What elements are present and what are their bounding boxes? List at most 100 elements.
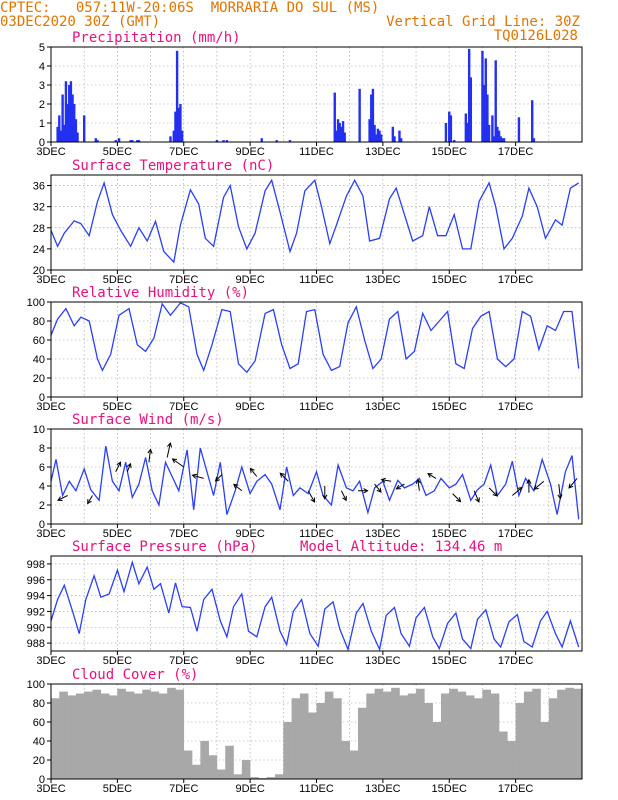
- precip-bar: [74, 119, 78, 142]
- y-tick-label: 6: [39, 462, 45, 474]
- precip-bar: [343, 132, 346, 142]
- wind-arrow: [126, 463, 131, 472]
- x-tick-label: 3DEC: [36, 146, 65, 158]
- x-tick-label: 7DEC: [169, 783, 198, 795]
- x-tick-label: 7DEC: [169, 528, 198, 540]
- precip-bar: [177, 107, 180, 142]
- wind-arrow: [473, 490, 480, 503]
- panel-annotation: Model Altitude: 134.46 m: [300, 539, 502, 555]
- wind-arrow: [511, 487, 523, 496]
- precip-bar: [453, 140, 456, 142]
- wind-arrow-head: [380, 477, 386, 483]
- y-tick-label: 60: [33, 717, 45, 729]
- cloud-bar: [366, 693, 375, 779]
- cloud-bar: [482, 689, 492, 779]
- cloud-bar: [374, 688, 384, 779]
- y-tick-label: 32: [33, 202, 45, 214]
- cloud-bar: [117, 688, 126, 779]
- precip-bar: [531, 100, 534, 142]
- cloud-bar: [233, 774, 243, 779]
- cloud-bar: [183, 750, 193, 779]
- x-tick-label: 11DEC: [299, 401, 334, 413]
- x-tick-label: 11DEC: [299, 146, 334, 158]
- wind-arrow-head: [279, 472, 285, 478]
- precip-bar: [399, 138, 403, 142]
- cloud-bar: [109, 695, 118, 779]
- cloud-bar: [316, 703, 326, 779]
- series-line: [50, 302, 580, 374]
- cloud-bar: [125, 691, 135, 779]
- cloud-bar: [51, 698, 60, 779]
- cloud-bar: [399, 695, 409, 779]
- cloud-bar: [540, 722, 550, 779]
- precip-bar: [375, 134, 378, 142]
- wind-arrow-head: [191, 473, 197, 479]
- y-tick-label: 0: [39, 392, 45, 404]
- x-tick-label: 9DEC: [235, 146, 264, 158]
- y-tick-label: 992: [27, 606, 45, 618]
- x-tick-label: 11DEC: [299, 274, 334, 286]
- precip-bar: [444, 123, 448, 142]
- cloud-bar: [341, 741, 350, 779]
- x-tick-label: 13DEC: [365, 783, 401, 795]
- x-tick-label: 3DEC: [36, 274, 65, 286]
- wind-arrow-head: [557, 494, 563, 500]
- cloud-bar: [474, 698, 483, 779]
- x-tick-label: 7DEC: [169, 146, 198, 158]
- panel-3: 0 2 4 6 8 10 3DEC 5DEC 7DEC 9DEC 11DEC 13DEC 15DEC 17…: [33, 412, 583, 540]
- x-tick-label: 17DEC: [498, 528, 534, 540]
- x-tick-label: 9DEC: [235, 274, 264, 286]
- wind-arrow: [340, 490, 347, 501]
- wind-arrow: [57, 495, 68, 501]
- x-tick-label: 15DEC: [432, 528, 468, 540]
- wind-arrow-head: [363, 488, 369, 494]
- precip-bar: [175, 50, 179, 142]
- y-tick-label: 100: [27, 297, 45, 309]
- precip-bar: [532, 138, 536, 142]
- cloud-bar: [499, 731, 508, 779]
- wind-arrow: [568, 478, 578, 489]
- x-tick-label: 7DEC: [169, 655, 198, 667]
- precip-bar: [484, 58, 487, 142]
- precip-bar: [275, 140, 278, 142]
- wind-arrow-head: [526, 478, 532, 485]
- precip-bar: [58, 115, 61, 142]
- precip-bar: [380, 134, 383, 142]
- x-tick-label: 17DEC: [498, 401, 534, 413]
- y-tick-label: 2: [39, 99, 45, 111]
- precip-bar: [491, 115, 494, 142]
- cloud-bar: [308, 712, 317, 779]
- x-tick-label: 13DEC: [365, 655, 401, 667]
- precip-bar: [179, 104, 182, 142]
- cloud-bar: [84, 691, 93, 779]
- x-tick-label: 15DEC: [432, 783, 468, 795]
- precip-bar: [61, 94, 64, 142]
- precip-bar: [492, 136, 496, 142]
- y-tick-label: 8: [39, 443, 45, 455]
- wind-arrow-head: [456, 497, 462, 503]
- cloud-bar: [424, 703, 433, 779]
- panel-4: 988 990 992 994 996 998 3DEC 5DEC 7DEC 9DEC 11DEC 1…: [27, 539, 583, 667]
- wind-arrow: [427, 473, 437, 479]
- cloud-bar: [216, 769, 226, 779]
- precip-bar: [222, 140, 225, 142]
- precip-bar: [370, 94, 373, 142]
- cloud-bar: [225, 745, 234, 779]
- cloud-bar: [465, 695, 475, 779]
- precip-bar: [94, 138, 98, 142]
- y-tick-label: 24: [33, 244, 45, 256]
- wind-arrow: [533, 480, 545, 490]
- cloud-bar: [100, 693, 110, 779]
- precip-bar: [114, 140, 117, 142]
- y-tick-label: 80: [33, 316, 45, 328]
- precip-bar: [391, 126, 395, 142]
- panel-0: 0 1 2 3 4 5 3DEC 5DEC 7DEC 9DEC 11DEC 13DEC 15DEC 17D…: [36, 30, 583, 158]
- precip-bar: [335, 130, 338, 142]
- cloud-bar: [142, 689, 151, 779]
- header-station: CPTEC: 057:11W-20:06S MORRARIA DO SUL (M…: [0, 0, 380, 16]
- cloud-bar: [382, 691, 392, 779]
- wind-arrow-head: [167, 442, 173, 448]
- y-tick-label: 2: [39, 500, 45, 512]
- wind-arrow-head: [126, 462, 132, 469]
- x-tick-label: 11DEC: [299, 528, 334, 540]
